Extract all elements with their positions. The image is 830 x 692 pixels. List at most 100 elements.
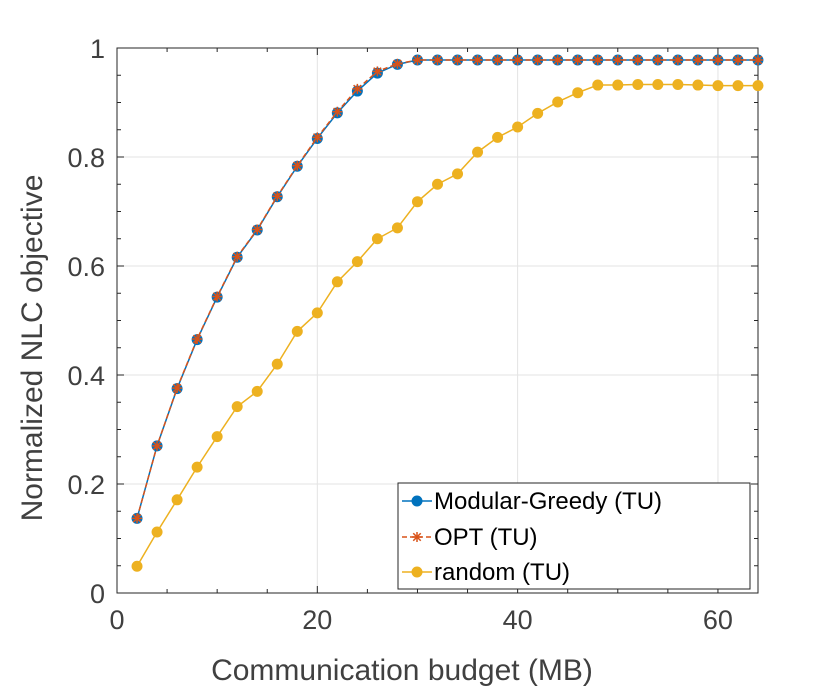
- legend-item-opt: OPT (TU): [402, 524, 538, 551]
- axes: 0 20 40 60 0 0.2 0.4 0.6 0.8 1: [67, 34, 759, 635]
- data-point-opt-tu: [632, 54, 643, 65]
- data-point-random-tu: [752, 80, 764, 92]
- x-tick-label: 40: [503, 605, 533, 635]
- legend-item-random: random (TU): [402, 559, 570, 586]
- data-point-random-tu: [371, 233, 383, 245]
- legend-marker-shape: [412, 532, 422, 542]
- data-point-random-tu: [572, 87, 584, 99]
- data-point-opt-tu: [432, 54, 443, 65]
- data-point-opt-tu: [392, 58, 403, 69]
- asterisk-stroke: [272, 191, 282, 201]
- data-point-opt-tu: [732, 54, 743, 65]
- data-point-opt-tu: [552, 54, 563, 65]
- data-point-opt-tu: [152, 440, 163, 451]
- asterisk-stroke: [373, 67, 382, 76]
- y-axis-title: Normalized NLC objective: [16, 175, 49, 522]
- data-point-opt-tu: [712, 54, 723, 65]
- data-point-random-tu: [151, 526, 163, 538]
- data-point-opt-tu: [492, 54, 503, 65]
- data-point-opt-tu: [172, 383, 183, 394]
- asterisk-stroke: [293, 161, 302, 171]
- data-point-opt-tu: [753, 54, 763, 65]
- asterisk-stroke: [132, 514, 142, 523]
- asterisk-stroke: [152, 441, 162, 451]
- data-point-random-tu: [472, 146, 484, 158]
- data-point-random-tu: [291, 325, 303, 337]
- legend-label-opt: OPT (TU): [434, 524, 538, 551]
- data-point-opt-tu: [692, 54, 703, 65]
- data-point-random-tu: [732, 80, 744, 92]
- x-tick-label: 0: [109, 605, 124, 635]
- y-tick-label: 0.4: [67, 361, 105, 391]
- data-point-random-tu: [452, 168, 464, 180]
- asterisk-stroke: [593, 55, 603, 65]
- legend-marker-shape: [411, 495, 423, 507]
- asterisk-stroke: [232, 252, 242, 262]
- asterisk-stroke: [653, 55, 663, 65]
- x-tick-label: 60: [703, 605, 733, 635]
- data-point-random-tu: [391, 222, 403, 234]
- asterisk-stroke: [192, 334, 202, 344]
- data-point-opt-tu: [532, 54, 543, 65]
- legend-label-modular-greedy: Modular-Greedy (TU): [434, 488, 662, 515]
- data-point-opt-tu: [332, 106, 343, 117]
- data-point-random-tu: [131, 560, 143, 572]
- data-point-random-tu: [592, 79, 604, 91]
- legend-box: [397, 482, 751, 590]
- data-point-random-tu: [712, 80, 724, 92]
- data-point-random-tu: [432, 178, 443, 190]
- series-opt-tu: [132, 54, 763, 524]
- data-point-random-tu: [251, 385, 263, 397]
- data-point-random-tu: [692, 79, 704, 91]
- data-point-opt-tu: [612, 54, 623, 65]
- data-point-random-tu: [311, 307, 323, 319]
- data-point-opt-tu: [672, 54, 683, 65]
- asterisk-stroke: [252, 225, 262, 234]
- asterisk-stroke: [633, 55, 643, 65]
- data-point-opt-tu: [292, 160, 303, 171]
- asterisk-stroke: [333, 107, 342, 117]
- data-point-random-tu: [171, 494, 183, 506]
- y-tick-label: 1: [90, 34, 105, 64]
- asterisk-stroke: [553, 55, 562, 65]
- data-point-opt-tu: [592, 54, 603, 65]
- data-point-opt-tu: [652, 54, 663, 65]
- data-point-random-tu: [612, 79, 624, 91]
- data-point-opt-tu: [352, 83, 363, 94]
- series-random-tu: [131, 79, 764, 572]
- data-point-opt-tu: [252, 224, 263, 235]
- asterisk-stroke: [413, 55, 422, 65]
- data-point-opt-tu: [412, 54, 423, 65]
- asterisk-stroke: [753, 55, 763, 65]
- data-point-random-tu: [191, 461, 203, 473]
- legend-marker-random: [411, 566, 423, 578]
- data-point-random-tu: [211, 431, 223, 443]
- x-tick-label: 20: [302, 605, 332, 635]
- asterisk-stroke: [713, 55, 723, 65]
- data-point-random-tu: [331, 276, 343, 288]
- series-layer: [131, 54, 764, 572]
- asterisk-stroke: [613, 55, 623, 65]
- y-tick-label: 0: [90, 579, 105, 609]
- asterisk-stroke: [513, 55, 522, 65]
- y-tick-label: 0.2: [67, 470, 105, 500]
- data-point-opt-tu: [232, 251, 243, 262]
- data-point-opt-tu: [272, 191, 283, 202]
- legend-item-modular-greedy: Modular-Greedy (TU): [402, 488, 662, 515]
- data-point-random-tu: [672, 79, 684, 91]
- legend-label-random: random (TU): [434, 559, 570, 586]
- asterisk-stroke: [673, 55, 683, 65]
- data-point-random-tu: [492, 131, 504, 143]
- asterisk-stroke: [693, 55, 703, 65]
- data-point-opt-tu: [472, 54, 483, 65]
- legend-marker-opt: [412, 532, 422, 542]
- data-point-random-tu: [411, 196, 423, 208]
- data-point-random-tu: [231, 401, 243, 413]
- data-point-random-tu: [532, 107, 544, 119]
- data-point-random-tu: [552, 96, 564, 108]
- asterisk-stroke: [733, 55, 743, 65]
- data-point-opt-tu: [132, 513, 143, 524]
- legend: Modular-Greedy (TU) OPT (TU) random (TU): [397, 482, 751, 590]
- asterisk-stroke: [212, 292, 222, 301]
